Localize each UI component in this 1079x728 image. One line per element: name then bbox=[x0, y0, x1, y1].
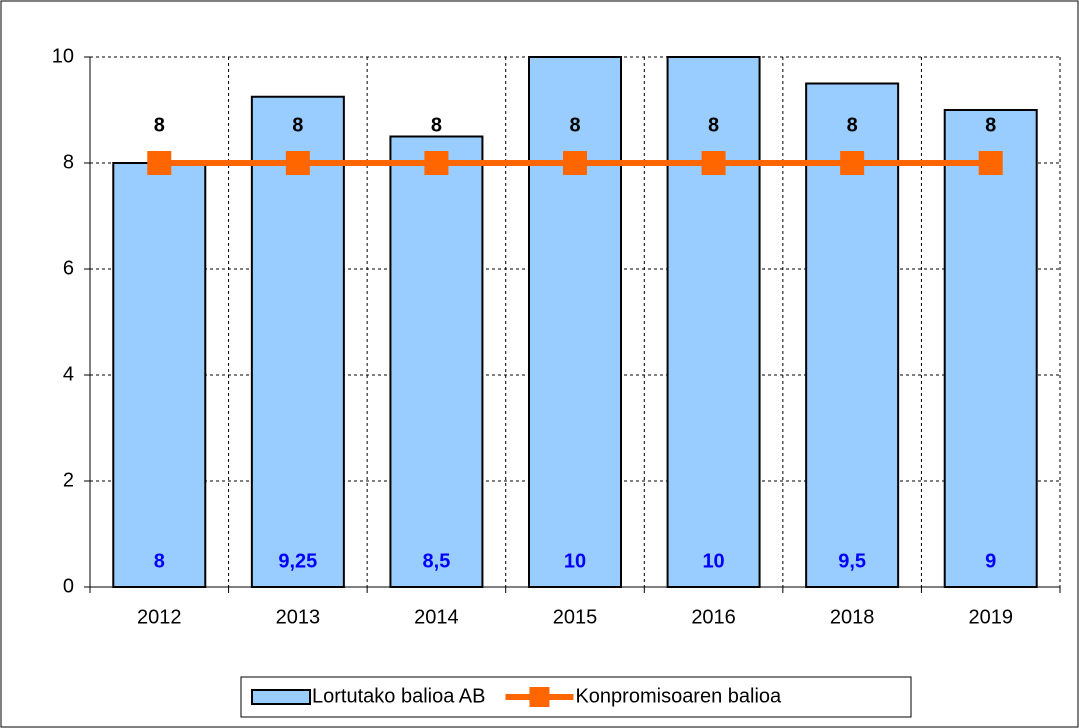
bar bbox=[666, 56, 761, 588]
bar-value-label: 10 bbox=[564, 550, 586, 572]
line-value-label: 8 bbox=[569, 114, 580, 136]
bar bbox=[250, 95, 345, 588]
line-value-label: 8 bbox=[985, 114, 996, 136]
bar-value-label: 8,5 bbox=[423, 550, 451, 572]
y-tick-label: 0 bbox=[63, 575, 74, 597]
line-marker bbox=[978, 151, 1003, 175]
line-value-label: 8 bbox=[292, 114, 303, 136]
y-tick-label: 8 bbox=[63, 151, 74, 173]
x-tick-label: 2013 bbox=[276, 606, 321, 628]
line-marker bbox=[701, 151, 726, 175]
bar bbox=[943, 109, 1038, 588]
bar-value-label: 9,5 bbox=[838, 550, 866, 572]
bar-value-label: 10 bbox=[702, 550, 724, 572]
x-tick-label: 2019 bbox=[968, 606, 1013, 628]
legend-label: Konpromisoaren balioa bbox=[575, 685, 782, 707]
legend-swatch-marker bbox=[529, 687, 550, 707]
line-marker bbox=[840, 151, 865, 175]
legend-label: Lortutako balioa AB bbox=[312, 685, 485, 707]
line-value-label: 8 bbox=[847, 114, 858, 136]
x-tick-label: 2016 bbox=[691, 606, 736, 628]
line-marker bbox=[563, 151, 587, 175]
legend-box bbox=[240, 676, 912, 718]
x-tick-label: 2018 bbox=[830, 606, 875, 628]
y-tick-label: 2 bbox=[63, 469, 74, 491]
bar-value-label: 8 bbox=[154, 550, 165, 572]
x-tick-label: 2014 bbox=[414, 606, 459, 628]
line-value-label: 8 bbox=[154, 114, 165, 136]
y-tick-label: 4 bbox=[63, 363, 74, 385]
bar bbox=[528, 56, 622, 588]
x-tick-label: 2015 bbox=[553, 606, 598, 628]
y-tick-label: 10 bbox=[52, 45, 74, 67]
bar bbox=[389, 135, 484, 588]
x-tick-label: 2012 bbox=[137, 606, 182, 628]
line-marker bbox=[424, 151, 449, 175]
line-value-label: 8 bbox=[431, 114, 442, 136]
bar-value-label: 9,25 bbox=[278, 550, 317, 572]
bar-value-label: 9 bbox=[985, 550, 996, 572]
line-value-label: 8 bbox=[708, 114, 719, 136]
legend-swatch bbox=[251, 689, 311, 705]
y-tick-label: 6 bbox=[63, 257, 74, 279]
bar bbox=[112, 162, 207, 588]
line-marker bbox=[147, 151, 172, 175]
line-marker bbox=[285, 151, 310, 175]
